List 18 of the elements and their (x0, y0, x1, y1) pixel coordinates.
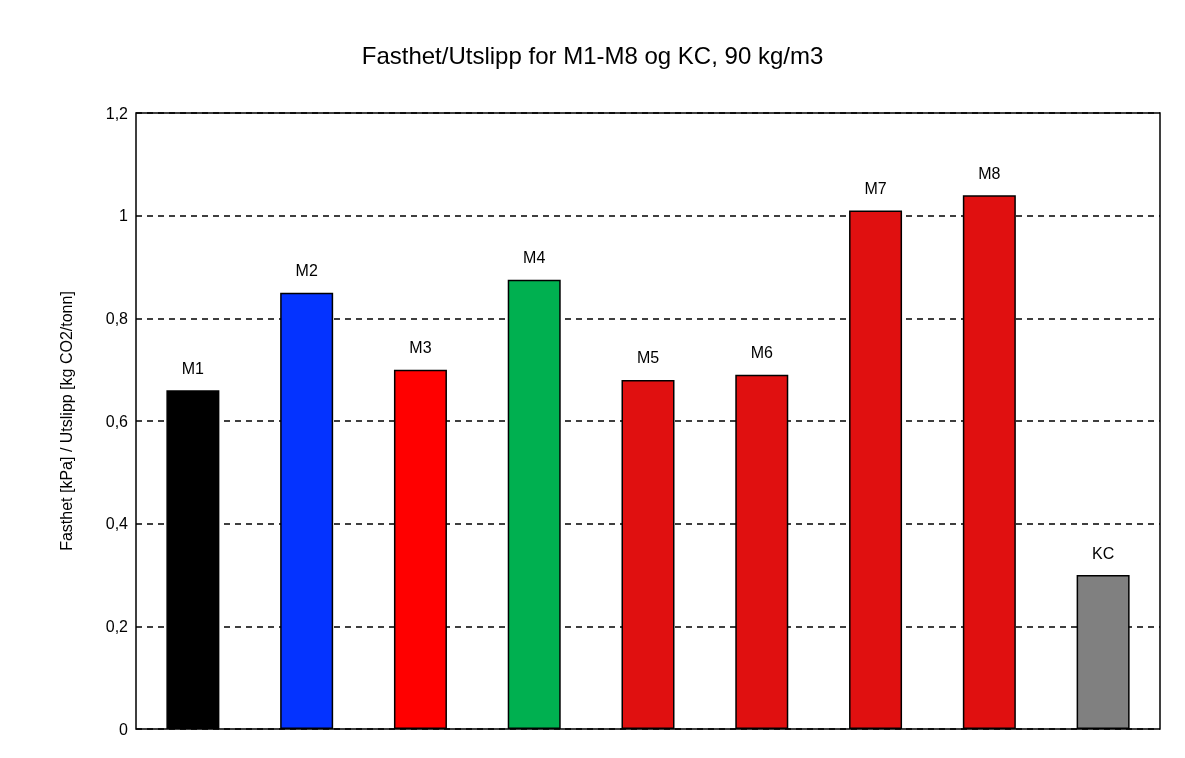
x-tick-label: M2 (295, 262, 318, 280)
x-tick-label: M6 (750, 344, 773, 362)
y-tick-label: 1,2 (105, 104, 129, 122)
y-tick-label: 0,4 (105, 515, 129, 533)
x-tick-label: M5 (636, 349, 660, 367)
y-tick-label: 0,8 (105, 309, 129, 327)
y-tick-label: 0,6 (105, 412, 129, 430)
x-tick-label: M1 (181, 359, 205, 377)
y-tick-label: 0 (119, 720, 129, 738)
y-tick-label: 0,2 (105, 617, 129, 635)
y-tick-label: 1 (119, 207, 129, 225)
x-tick-label: M8 (978, 164, 1001, 182)
chart-title: Fasthet/Utslipp for M1-M8 og KC, 90 kg/m3 (361, 41, 824, 69)
x-tick-label: M3 (409, 339, 432, 357)
y-axis-title: Fasthet [kPa] / Utslipp [kg CO2/tonn] (57, 291, 75, 551)
x-tick-label: KC (1091, 544, 1115, 562)
x-tick-label: M4 (523, 249, 546, 267)
x-tick-label: M7 (864, 180, 887, 198)
